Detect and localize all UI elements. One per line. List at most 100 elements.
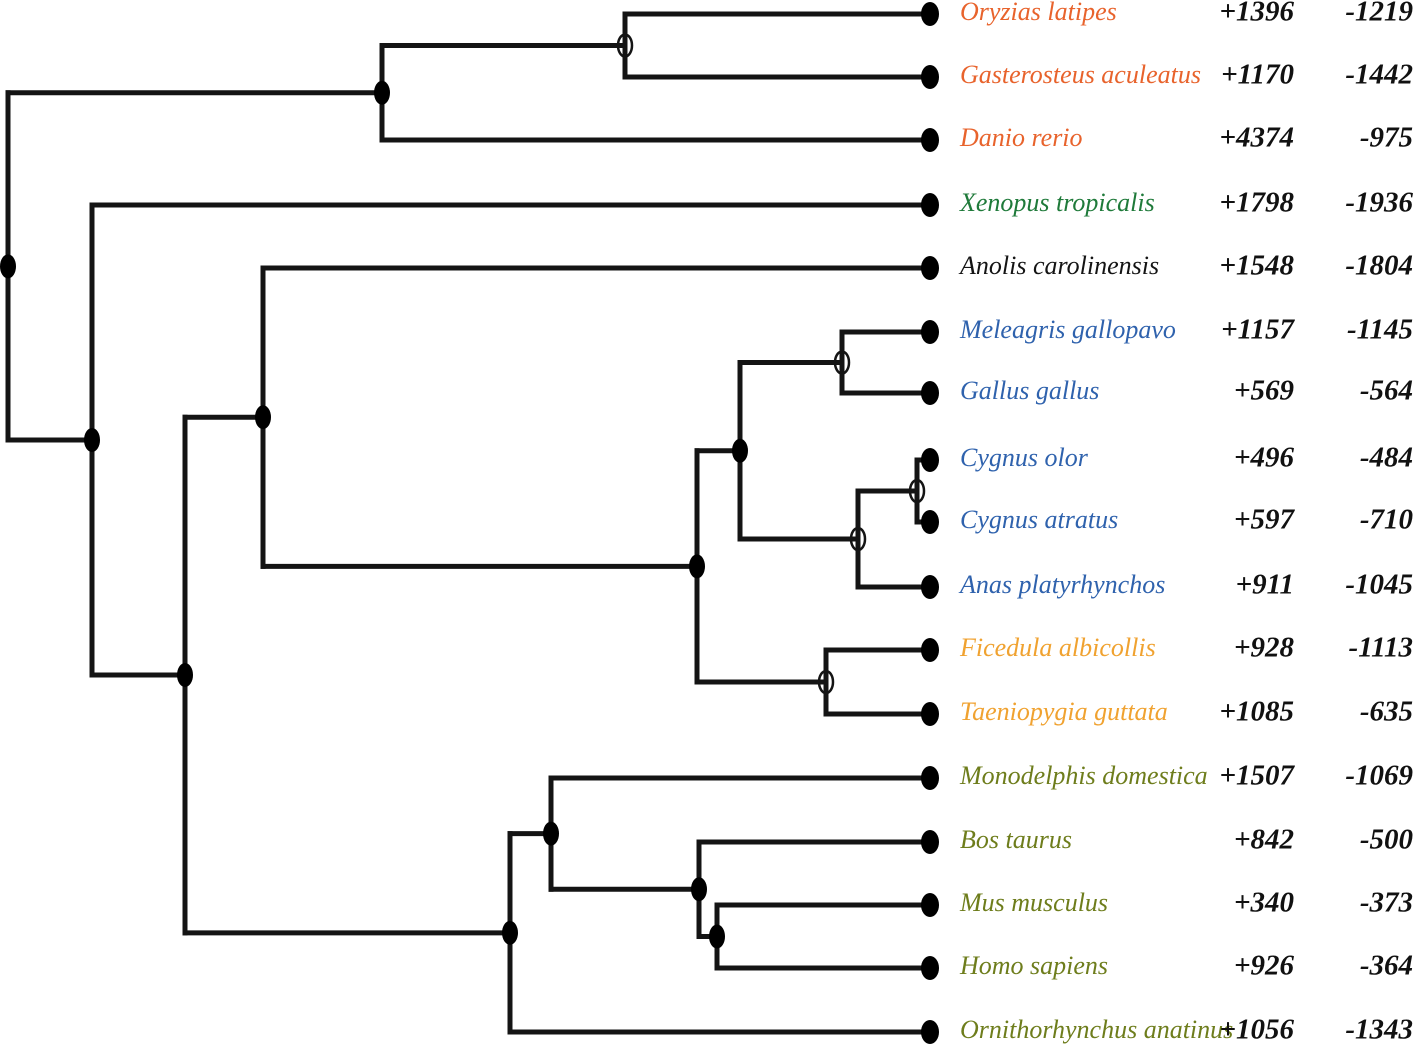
- gene-gain-value: +1798: [1219, 187, 1294, 219]
- tip-marker: [921, 830, 939, 854]
- taxon-name: Meleagris gallopavo: [959, 315, 1176, 344]
- taxon-name: Mus musculus: [959, 888, 1108, 917]
- gene-gain-value: +928: [1234, 632, 1295, 664]
- tip-marker: [921, 381, 939, 405]
- taxon-name: Oryzias latipes: [960, 0, 1117, 26]
- taxon-name: Gallus gallus: [960, 376, 1099, 405]
- taxon-row: Anolis carolinensis +1548 -1804: [958, 250, 1413, 282]
- taxon-row: Mus musculus +340 -373: [959, 887, 1413, 919]
- gene-gain-value: +842: [1234, 824, 1294, 856]
- taxon-name: Gasterosteus aculeatus: [960, 60, 1201, 89]
- tip-marker: [921, 702, 939, 726]
- gene-loss-value: -484: [1360, 442, 1413, 474]
- taxon-row: Ficedula albicollis +928 -1113: [959, 632, 1413, 664]
- gene-gain-value: +1170: [1221, 59, 1294, 91]
- tree-tips: [921, 2, 939, 1044]
- internal-node-filled-marker: [691, 877, 707, 902]
- taxon-row: Gasterosteus aculeatus +1170 -1442: [960, 59, 1413, 91]
- tip-marker: [921, 893, 939, 917]
- tip-marker: [921, 448, 939, 472]
- tip-marker: [921, 2, 939, 26]
- gene-gain-value: +1085: [1219, 696, 1294, 728]
- internal-node-filled-marker: [502, 920, 518, 945]
- gene-loss-value: -710: [1360, 504, 1413, 536]
- gene-gain-value: +1396: [1219, 0, 1294, 28]
- gene-gain-value: +4374: [1219, 122, 1294, 154]
- taxon-row: Ornithorhynchus anatinus+1056 -1343: [960, 1014, 1413, 1046]
- gene-loss-value: -1113: [1349, 632, 1413, 664]
- taxon-row: Oryzias latipes +1396 -1219: [960, 0, 1413, 28]
- taxon-name: Monodelphis domestica: [959, 761, 1208, 790]
- tip-marker: [921, 320, 939, 344]
- tree-nodes: [0, 33, 926, 949]
- gene-loss-value: -1145: [1347, 314, 1413, 346]
- gene-gain-value: +1056: [1219, 1014, 1294, 1046]
- taxon-name: Cygnus olor: [960, 443, 1089, 472]
- gene-gain-value: +911: [1236, 569, 1294, 601]
- tip-marker: [921, 128, 939, 152]
- taxon-name: Bos taurus: [960, 825, 1072, 854]
- gene-gain-value: +597: [1234, 504, 1296, 536]
- taxon-row: Cygnus atratus +597 -710: [960, 504, 1413, 536]
- gene-loss-value: -500: [1360, 824, 1413, 856]
- taxon-row: Bos taurus +842 -500: [960, 824, 1413, 856]
- taxon-name: Cygnus atratus: [960, 505, 1118, 534]
- taxon-row: Xenopus tropicalis +1798 -1936: [959, 187, 1413, 219]
- gene-loss-value: -564: [1360, 375, 1413, 407]
- gene-gain-value: +1548: [1219, 250, 1294, 282]
- taxon-labels: Oryzias latipes +1396 -1219 Gasterosteus ac…: [958, 0, 1413, 1046]
- taxon-name: Ficedula albicollis: [959, 633, 1156, 662]
- internal-node-filled-marker: [689, 554, 705, 579]
- internal-node-open-marker: [833, 350, 851, 375]
- gene-loss-value: -1442: [1345, 59, 1413, 91]
- gene-loss-value: -1343: [1345, 1014, 1413, 1046]
- gene-gain-value: +1157: [1221, 314, 1295, 346]
- taxon-row: Taeniopygia guttata +1085 -635: [960, 696, 1413, 728]
- gene-gain-value: +926: [1234, 950, 1295, 982]
- gene-loss-value: -373: [1360, 887, 1413, 919]
- internal-node-open-marker: [908, 478, 926, 504]
- tip-marker: [921, 638, 939, 662]
- gene-loss-value: -1069: [1345, 760, 1413, 792]
- taxon-row: Cygnus olor +496 -484: [960, 442, 1413, 474]
- tip-marker: [921, 193, 939, 217]
- taxon-name: Homo sapiens: [959, 951, 1108, 980]
- tip-marker: [921, 256, 939, 280]
- gene-loss-value: -1804: [1345, 250, 1413, 282]
- gene-loss-value: -364: [1360, 950, 1413, 982]
- gene-gain-value: +340: [1234, 887, 1294, 919]
- gene-loss-value: -1936: [1345, 187, 1413, 219]
- taxon-name: Anas platyrhynchos: [958, 570, 1165, 599]
- taxon-name: Anolis carolinensis: [958, 251, 1159, 280]
- internal-node-filled-marker: [255, 405, 271, 430]
- internal-node-filled-marker: [374, 80, 390, 105]
- tip-marker: [921, 575, 939, 599]
- internal-node-filled-marker: [0, 254, 16, 279]
- internal-node-open-marker: [849, 526, 867, 552]
- taxon-row: Homo sapiens +926 -364: [959, 950, 1413, 982]
- taxon-row: Gallus gallus +569 -564: [960, 375, 1413, 407]
- gene-loss-value: -975: [1360, 122, 1413, 154]
- taxon-row: Danio rerio +4374 -975: [959, 122, 1413, 154]
- gene-loss-value: -1219: [1345, 0, 1413, 28]
- tip-marker: [921, 766, 939, 790]
- taxon-row: Anas platyrhynchos +911 -1045: [958, 569, 1413, 601]
- taxon-name: Danio rerio: [959, 123, 1083, 152]
- tip-marker: [921, 510, 939, 534]
- internal-node-filled-marker: [177, 663, 193, 687]
- gene-loss-value: -1045: [1345, 569, 1413, 601]
- gene-gain-value: +496: [1234, 442, 1295, 474]
- internal-node-filled-marker: [543, 821, 559, 846]
- taxon-name: Ornithorhynchus anatinus: [960, 1015, 1233, 1044]
- tip-marker: [921, 956, 939, 980]
- gene-loss-value: -635: [1360, 696, 1413, 728]
- taxon-name: Taeniopygia guttata: [960, 697, 1168, 726]
- taxon-row: Monodelphis domestica +1507 -1069: [959, 760, 1413, 792]
- taxon-name: Xenopus tropicalis: [959, 188, 1155, 217]
- taxon-row: Meleagris gallopavo +1157 -1145: [959, 314, 1413, 346]
- internal-node-open-marker: [817, 669, 835, 695]
- tree-branches: [5, 11, 933, 1035]
- gene-gain-value: +1507: [1219, 760, 1295, 792]
- internal-node-filled-marker: [732, 438, 748, 463]
- gene-gain-value: +569: [1234, 375, 1294, 407]
